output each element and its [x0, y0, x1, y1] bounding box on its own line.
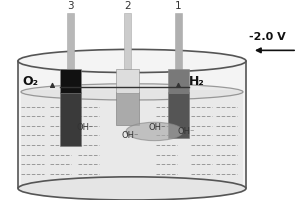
Text: 1: 1 — [175, 1, 182, 11]
Ellipse shape — [18, 49, 246, 73]
FancyBboxPatch shape — [21, 90, 243, 186]
Text: 2: 2 — [124, 1, 131, 11]
FancyBboxPatch shape — [168, 92, 189, 138]
Text: OH⁻: OH⁻ — [177, 127, 195, 136]
Text: H₂: H₂ — [189, 75, 204, 88]
Text: OH⁻: OH⁻ — [149, 123, 166, 132]
FancyBboxPatch shape — [124, 13, 131, 69]
FancyBboxPatch shape — [175, 13, 182, 69]
Text: 3: 3 — [67, 1, 74, 11]
FancyBboxPatch shape — [18, 61, 246, 188]
FancyBboxPatch shape — [60, 92, 81, 146]
Text: -2.0 V: -2.0 V — [249, 32, 285, 42]
Ellipse shape — [18, 177, 246, 200]
FancyBboxPatch shape — [116, 92, 139, 125]
FancyBboxPatch shape — [67, 13, 74, 69]
FancyBboxPatch shape — [168, 69, 189, 93]
Ellipse shape — [126, 122, 183, 141]
Text: OH⁻: OH⁻ — [122, 131, 139, 140]
FancyBboxPatch shape — [116, 69, 139, 93]
Text: O₂: O₂ — [22, 75, 38, 88]
Text: OH⁻: OH⁻ — [77, 123, 94, 132]
Ellipse shape — [21, 84, 243, 100]
FancyBboxPatch shape — [60, 69, 81, 93]
